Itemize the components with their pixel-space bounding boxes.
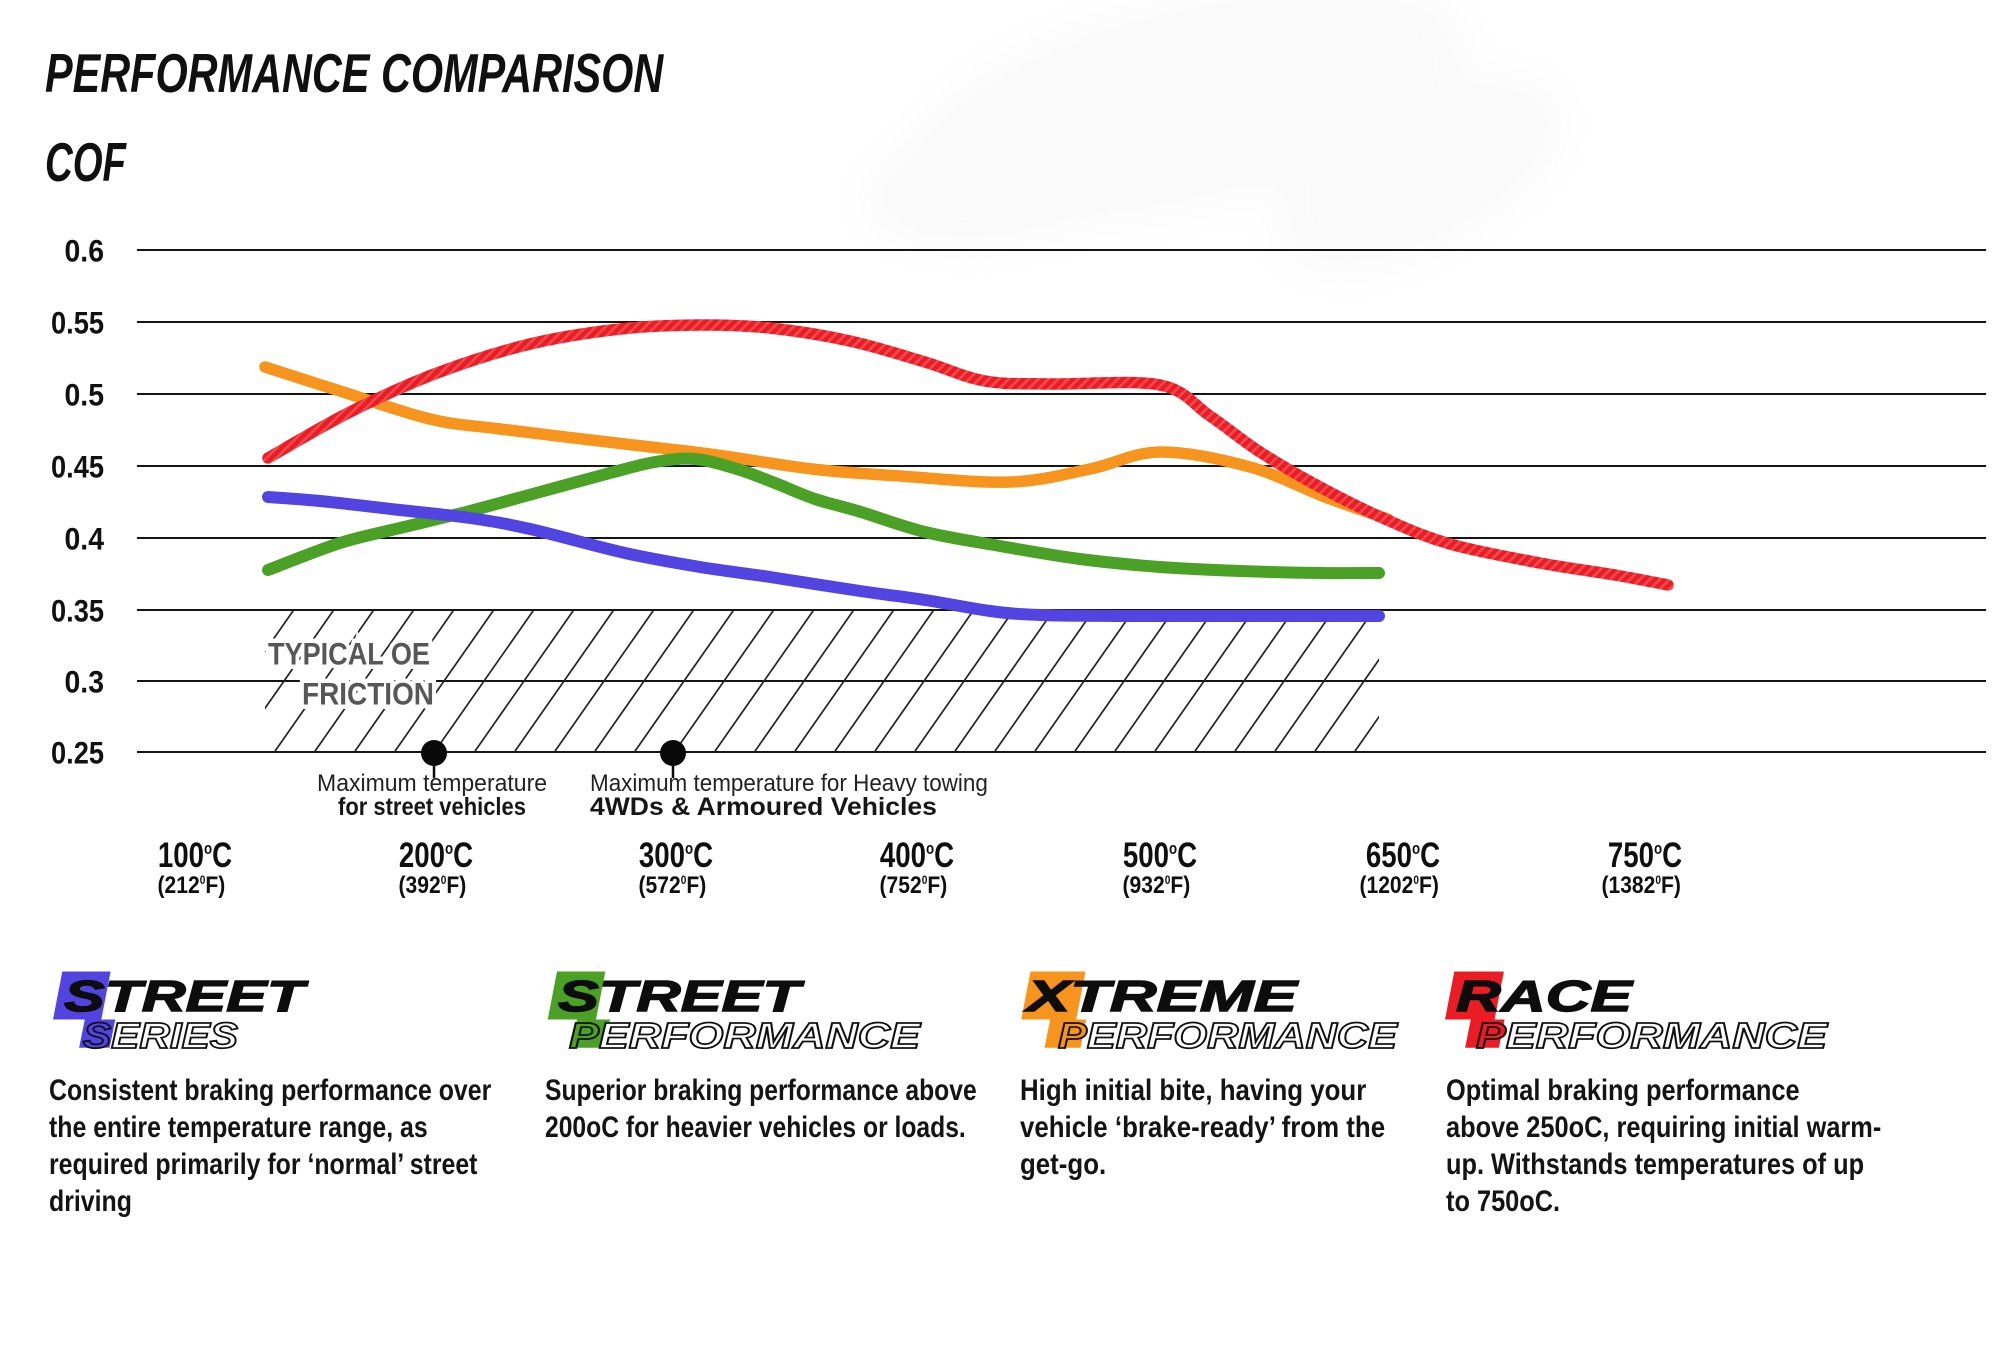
svg-text:PERFORMANCE: P ERFORMANCE	[569, 1015, 921, 1056]
svg-text:0.3: 0.3	[65, 664, 105, 700]
svg-text:0.55: 0.55	[51, 305, 104, 341]
svg-text:PERFORMANCE: P ERFORMANCE	[1058, 1015, 1398, 1056]
svg-text:FRICTION: FRICTION	[302, 676, 434, 712]
svg-text:0.45: 0.45	[51, 449, 104, 485]
svg-text:STREET: STREET	[64, 972, 308, 1021]
svg-text:0.6: 0.6	[65, 233, 105, 269]
svg-text:PERFORMANCE: P ERFORMANCE	[1476, 1015, 1828, 1056]
svg-text:0.4: 0.4	[65, 521, 105, 557]
svg-text:0.25: 0.25	[51, 735, 104, 771]
svg-text:XTREME: XTREME	[1023, 972, 1300, 1021]
svg-text:0.35: 0.35	[51, 593, 104, 629]
svg-text:STREET: STREET	[558, 972, 804, 1021]
svg-text:RACE: RACE	[1456, 972, 1634, 1021]
svg-text:0.5: 0.5	[65, 377, 105, 413]
svg-text:TYPICAL OE: TYPICAL OE	[268, 636, 430, 672]
